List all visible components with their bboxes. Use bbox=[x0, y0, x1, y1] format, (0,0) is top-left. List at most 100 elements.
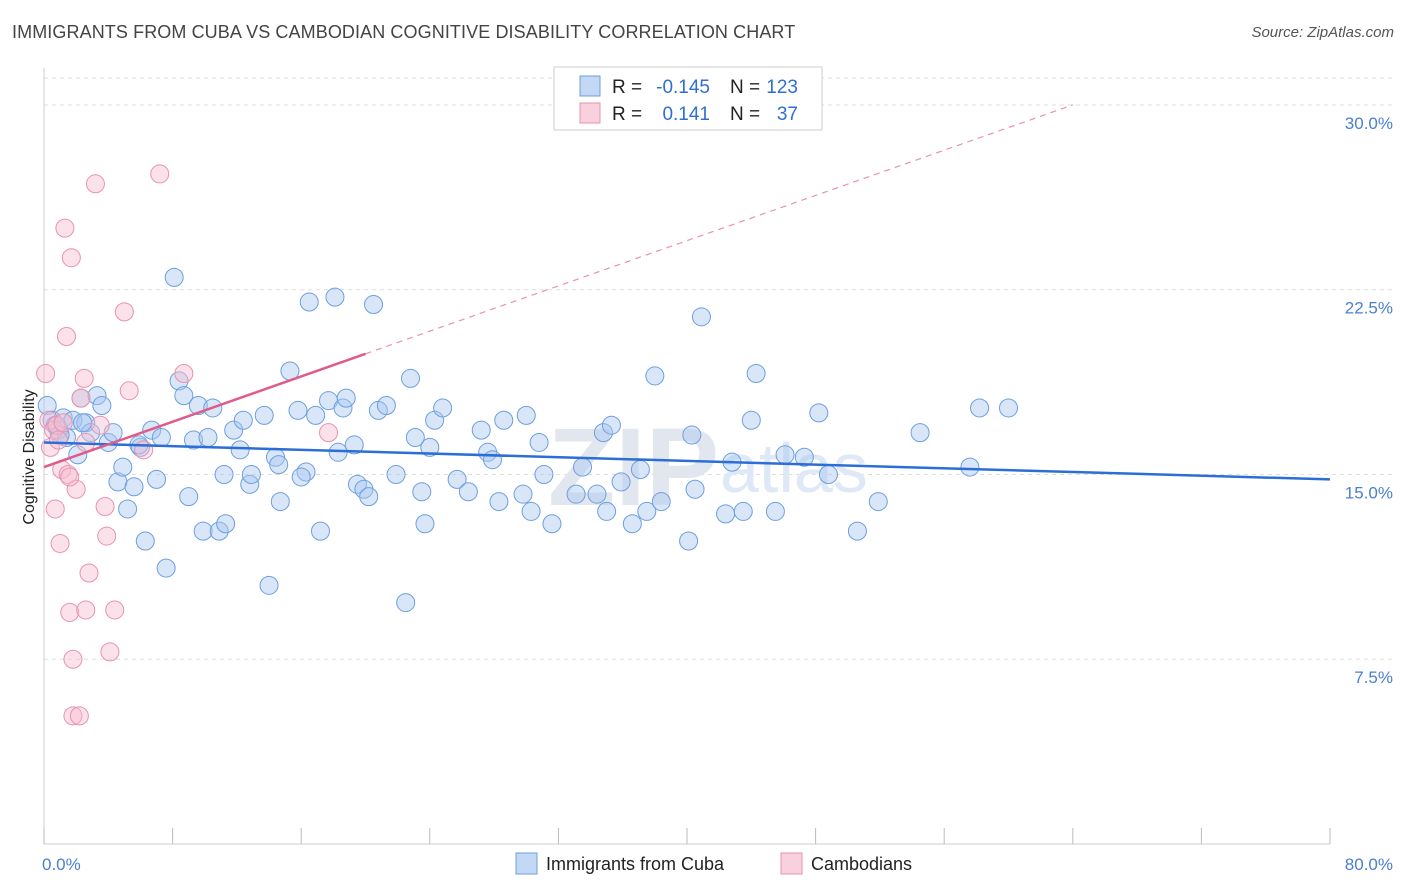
legend-n-value-cuba: 123 bbox=[766, 77, 798, 98]
trend-lines bbox=[43, 104, 1331, 481]
cuba-point-116 bbox=[999, 398, 1018, 418]
cambodians-point-12 bbox=[61, 248, 81, 268]
series-cambodians-points bbox=[36, 164, 339, 726]
cuba-point-35 bbox=[214, 464, 234, 484]
cuba-point-27 bbox=[174, 386, 194, 406]
cambodians-point-32 bbox=[319, 423, 339, 443]
cuba-point-117 bbox=[691, 307, 711, 327]
legend-swatch-cambodians bbox=[579, 102, 601, 124]
cuba-point-31 bbox=[193, 521, 213, 541]
cuba-point-89 bbox=[593, 423, 613, 443]
y-tick-labels: 7.5% 15.0% 22.5% 30.0% bbox=[1345, 114, 1393, 687]
cuba-point-17 bbox=[118, 499, 138, 519]
cuba-point-50 bbox=[299, 292, 319, 312]
cuba-point-84 bbox=[534, 464, 554, 484]
legend-swatch-cuba bbox=[579, 75, 601, 97]
cuba-point-100 bbox=[685, 479, 705, 499]
cuba-point-92 bbox=[611, 472, 631, 492]
cambodians-point-25 bbox=[100, 642, 120, 662]
cambodians-point-22 bbox=[90, 415, 110, 435]
cuba-point-22 bbox=[147, 469, 167, 489]
bottom-legend-swatch-cuba bbox=[515, 852, 538, 875]
cuba-point-88 bbox=[587, 484, 607, 504]
y-axis-label: Cognitive Disability bbox=[21, 389, 38, 524]
cambodians-point-14 bbox=[63, 706, 83, 726]
cuba-point-110 bbox=[818, 464, 838, 484]
cuba-point-104 bbox=[741, 410, 761, 430]
cuba-point-111 bbox=[847, 521, 867, 541]
cuba-point-32 bbox=[198, 428, 218, 448]
legend-box: R = -0.145 N = 123 R = 0.141 N = 37 bbox=[553, 66, 823, 131]
cambodians-point-0 bbox=[36, 363, 56, 383]
cuba-point-28 bbox=[179, 487, 199, 507]
cuba-point-69 bbox=[412, 482, 432, 502]
bottom-legend-swatch-cambodians bbox=[780, 852, 803, 875]
cuba-point-115 bbox=[970, 398, 990, 418]
cuba-point-121 bbox=[73, 413, 93, 433]
cambodians-point-28 bbox=[119, 381, 139, 401]
y-tick-label-3: 30.0% bbox=[1345, 114, 1393, 133]
legend-r-label-cuba: R = bbox=[612, 77, 642, 98]
cuba-point-97 bbox=[651, 492, 671, 512]
cuba-point-78 bbox=[489, 492, 509, 512]
chart-title: IMMIGRANTS FROM CUBA VS CAMBODIAN COGNIT… bbox=[12, 22, 796, 42]
cambodians-point-20 bbox=[79, 563, 99, 583]
cuba-point-96 bbox=[645, 366, 665, 386]
cuba-point-94 bbox=[630, 460, 650, 480]
bottom-legend: Immigrants from Cuba Cambodians bbox=[515, 852, 912, 875]
legend-n-value-cambodians: 37 bbox=[777, 104, 798, 125]
cuba-point-95 bbox=[637, 501, 657, 521]
cuba-point-114 bbox=[960, 457, 980, 477]
cuba-point-76 bbox=[471, 420, 491, 440]
cuba-point-11 bbox=[87, 386, 107, 406]
cuba-point-90 bbox=[597, 501, 617, 521]
cuba-point-16 bbox=[113, 457, 133, 477]
cambodians-point-6 bbox=[50, 533, 70, 553]
legend-n-label-cuba: N = bbox=[730, 77, 760, 98]
y-tick-label-1: 15.0% bbox=[1345, 483, 1393, 502]
cuba-point-34 bbox=[209, 521, 229, 541]
x-tick-labels: 0.0% 80.0% bbox=[42, 855, 1393, 874]
cambodians-point-23 bbox=[95, 497, 115, 517]
y-tick-label-0: 7.5% bbox=[1354, 668, 1393, 687]
bottom-legend-label-cambodians: Cambodians bbox=[811, 854, 912, 874]
cuba-point-98 bbox=[679, 531, 699, 551]
cuba-point-87 bbox=[573, 457, 593, 477]
cuba-point-25 bbox=[164, 267, 184, 287]
trend-line-cuba bbox=[43, 441, 1331, 481]
cuba-point-0 bbox=[37, 395, 57, 415]
cuba-point-12 bbox=[92, 395, 112, 415]
cuba-point-64 bbox=[376, 395, 396, 415]
series-cuba-points bbox=[37, 267, 1018, 613]
cuba-point-93 bbox=[622, 514, 642, 534]
cambodians-point-31 bbox=[174, 363, 194, 383]
cuba-point-37 bbox=[224, 420, 244, 440]
cuba-point-68 bbox=[405, 428, 425, 448]
cambodians-point-15 bbox=[66, 479, 86, 499]
cuba-point-101 bbox=[716, 504, 736, 524]
cuba-point-18 bbox=[124, 477, 144, 497]
cuba-point-86 bbox=[566, 484, 586, 504]
cuba-point-20 bbox=[135, 531, 155, 551]
cambodians-point-17 bbox=[71, 388, 91, 408]
cuba-point-81 bbox=[516, 405, 536, 425]
cuba-point-51 bbox=[306, 405, 326, 425]
cambodians-point-4 bbox=[45, 499, 65, 519]
cuba-point-39 bbox=[233, 410, 253, 430]
cuba-point-108 bbox=[794, 447, 814, 467]
cuba-point-106 bbox=[765, 501, 785, 521]
cambodians-point-29 bbox=[134, 440, 154, 460]
cambodians-point-8 bbox=[55, 218, 75, 238]
cambodians-point-33 bbox=[53, 413, 73, 433]
cuba-point-43 bbox=[259, 575, 279, 595]
cambodians-point-30 bbox=[150, 164, 170, 184]
cuba-point-119 bbox=[482, 450, 502, 470]
cambodians-point-13 bbox=[63, 649, 83, 669]
cuba-point-54 bbox=[325, 287, 345, 307]
cambodians-point-21 bbox=[85, 174, 105, 194]
cuba-point-99 bbox=[682, 425, 702, 445]
cuba-point-23 bbox=[151, 428, 171, 448]
grid-lines bbox=[44, 77, 1392, 660]
legend-r-value-cambodians: 0.141 bbox=[662, 104, 710, 125]
